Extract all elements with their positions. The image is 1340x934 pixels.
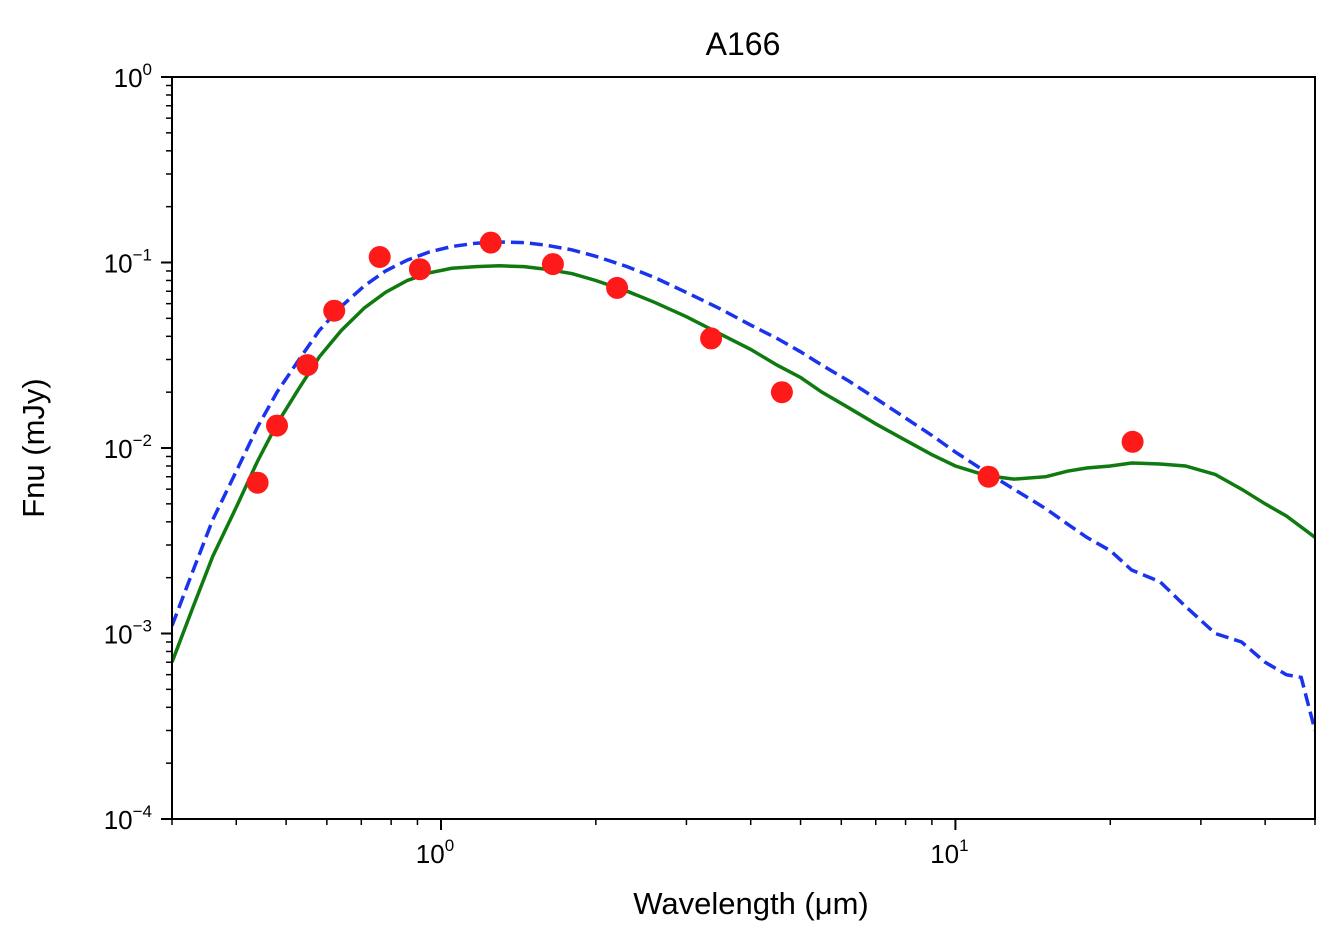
x-axis: 100 101 — [171, 819, 1316, 869]
y-tick-label: 10−1 — [104, 246, 152, 279]
data-point — [1121, 430, 1144, 453]
data-point — [408, 258, 431, 281]
data-point — [479, 231, 502, 254]
y-tick-label: 10−4 — [104, 802, 152, 835]
chart-title: A166 — [706, 26, 781, 62]
model-line-dashed — [172, 240, 1315, 731]
data-point — [700, 327, 723, 350]
y-tick-label: 100 — [114, 60, 152, 93]
x-tick-label: 100 — [416, 836, 454, 869]
data-point — [606, 276, 629, 299]
y-tick-label: 10−3 — [104, 617, 152, 650]
plot-frame — [171, 76, 1316, 820]
y-tick-label: 10−2 — [104, 431, 152, 464]
data-point — [977, 465, 1000, 488]
data-point — [296, 354, 319, 377]
y-axis-title: Fnu (mJy) — [16, 378, 51, 518]
x-tick-label: 101 — [930, 836, 968, 869]
y-axis: 10−4 10−3 10−2 10−1 100 — [104, 60, 172, 835]
data-point — [541, 253, 564, 276]
plot-area — [172, 231, 1315, 731]
data-point — [323, 299, 346, 322]
x-axis-title: Wavelength (μm) — [633, 886, 869, 921]
data-point — [266, 414, 288, 437]
data-point — [368, 246, 391, 268]
data-point — [770, 381, 793, 404]
data-point — [246, 471, 269, 494]
